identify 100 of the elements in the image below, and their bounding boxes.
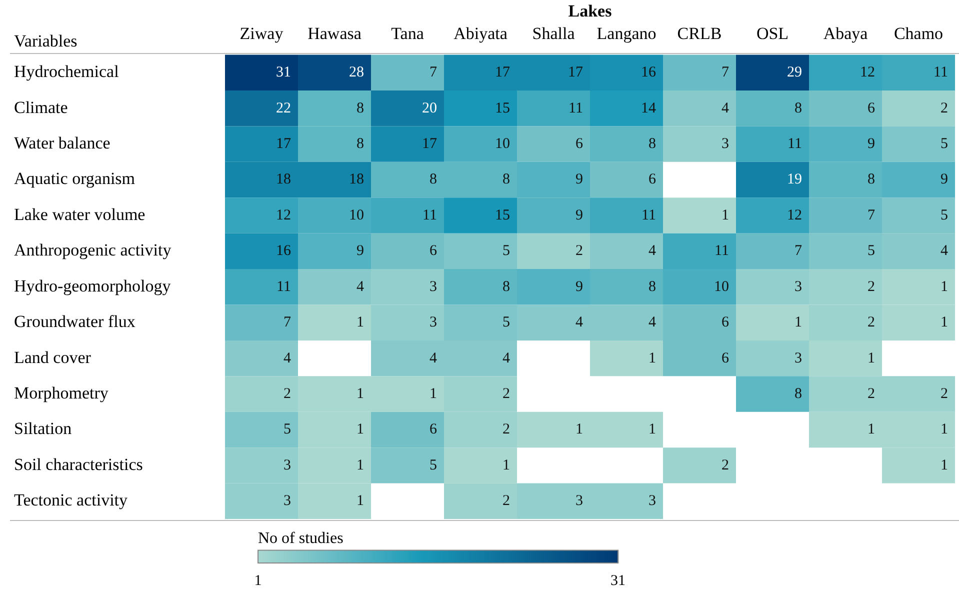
data-label: 8: [502, 278, 510, 295]
data-label: 2: [576, 243, 583, 260]
data-label: 11: [568, 100, 583, 116]
data-label: 4: [502, 350, 510, 366]
data-label: 1: [722, 207, 729, 224]
data-label: 2: [940, 100, 948, 116]
data-label: 2: [502, 386, 510, 402]
data-label: 7: [722, 64, 730, 81]
data-label: 8: [430, 172, 437, 188]
data-label: 3: [722, 136, 729, 152]
data-label: 12: [860, 64, 875, 81]
data-label: 1: [794, 314, 802, 331]
data-label: 1: [868, 350, 875, 366]
data-label: 1: [576, 422, 583, 438]
data-label: 11: [276, 278, 291, 295]
data-label: 6: [648, 172, 656, 188]
data-label: 1: [356, 314, 364, 331]
data-label: 2: [868, 386, 875, 402]
data-label: 19: [787, 172, 802, 188]
data-label: 9: [356, 243, 364, 260]
data-label: 8: [648, 136, 656, 152]
data-label: 4: [576, 314, 584, 331]
data-label: 17: [568, 64, 584, 81]
data-label: 8: [356, 100, 364, 116]
data-label: 6: [430, 243, 438, 260]
data-label: 1: [940, 278, 948, 295]
data-label: 6: [722, 314, 730, 331]
data-label: 11: [714, 243, 729, 260]
data-label: 2: [868, 314, 875, 331]
data-label: 9: [576, 172, 583, 188]
y-tick-label: Water balance: [14, 134, 110, 153]
data-label: 3: [430, 278, 437, 295]
data-label: 3: [576, 493, 583, 510]
data-label: 2: [722, 457, 729, 474]
data-label: 11: [642, 207, 656, 224]
data-label: 8: [868, 172, 875, 188]
data-label: 2: [502, 422, 510, 438]
data-label: 8: [502, 172, 510, 188]
y-tick-label: Hydro-geomorphology: [14, 276, 172, 296]
data-label: 15: [495, 207, 510, 224]
data-label: 7: [284, 314, 292, 331]
y-tick-label: Groundwater flux: [14, 312, 136, 332]
data-label: 4: [722, 100, 730, 116]
x-tick-label: Hawasa: [308, 24, 362, 44]
data-label: 12: [276, 207, 291, 224]
data-label: 9: [940, 172, 948, 188]
y-tick-label: Morphometry: [14, 383, 109, 402]
data-label: 6: [576, 136, 584, 152]
data-label: 5: [284, 422, 291, 438]
data-label: 6: [722, 350, 730, 366]
data-label: 18: [349, 172, 364, 188]
data-label: 2: [502, 493, 510, 510]
data-label: 12: [787, 207, 802, 224]
data-label: 8: [794, 386, 802, 402]
data-label: 1: [502, 457, 510, 474]
data-label: 5: [940, 136, 948, 152]
data-label: 6: [868, 100, 876, 116]
data-label: 5: [940, 207, 948, 224]
data-label: 11: [788, 136, 802, 152]
x-tick-label: Shalla: [532, 24, 576, 44]
data-label: 3: [430, 314, 437, 331]
data-label: 1: [940, 457, 948, 474]
y-tick-label: Soil characteristics: [14, 454, 143, 474]
y-axis-title: Variables: [14, 31, 78, 50]
data-label: 3: [794, 350, 802, 366]
y-tick-label: Anthropogenic activity: [14, 240, 172, 260]
data-label: 22: [276, 100, 291, 116]
data-label: 1: [356, 493, 364, 510]
data-label: 5: [502, 243, 510, 260]
data-label: 18: [276, 172, 291, 188]
data-label: 9: [868, 136, 875, 152]
data-label: 8: [648, 278, 656, 295]
data-label: 4: [648, 314, 656, 331]
data-label: 14: [641, 100, 656, 116]
data-label: 7: [794, 243, 802, 260]
data-label: 8: [356, 136, 364, 152]
y-tick-label: Aquatic organism: [14, 169, 136, 188]
data-label: 7: [868, 207, 876, 224]
x-tick-label: OSL: [756, 24, 789, 44]
data-label: 2: [940, 386, 948, 402]
data-label: 5: [868, 243, 875, 260]
data-label: 9: [576, 278, 583, 295]
data-label: 3: [794, 278, 802, 295]
data-label: 1: [356, 457, 364, 474]
data-label: 1: [430, 386, 437, 402]
data-label: 3: [648, 493, 656, 510]
data-label: 10: [349, 207, 364, 224]
data-label: 10: [495, 136, 510, 152]
x-tick-label: CRLB: [677, 24, 722, 44]
data-label: 11: [934, 64, 948, 81]
x-tick-label: Ziway: [240, 24, 284, 44]
data-label: 1: [940, 314, 948, 331]
x-tick-label: Langano: [596, 24, 656, 44]
data-label: 4: [648, 243, 656, 260]
data-label: 4: [356, 278, 364, 295]
data-label: 5: [502, 314, 510, 331]
data-label: 4: [284, 350, 292, 366]
data-label: 4: [430, 350, 438, 366]
y-tick-label: Land cover: [14, 348, 92, 367]
data-label: 16: [276, 243, 292, 260]
